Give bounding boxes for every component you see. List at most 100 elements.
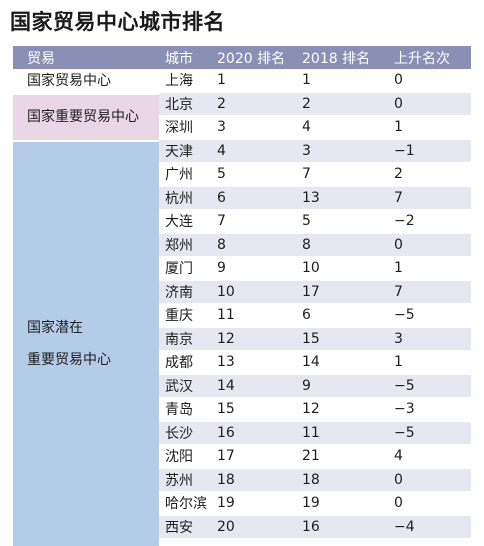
header-category: 贸易 (27, 50, 55, 67)
group-national-trade-center: 国家贸易中心 (13, 69, 159, 93)
rank-change-cell: 7 (394, 189, 403, 206)
rank-change-cell: −1 (394, 142, 415, 159)
city-cell: 武汉 (165, 378, 193, 395)
table-row: 北京 2 2 0 (159, 92, 471, 116)
category-column: 国家贸易中心 国家重要贸易中心 国家潜在 重要贸易中心 (13, 69, 159, 546)
rank-2018-cell: 2 (302, 95, 311, 112)
rank-change-cell: −4 (394, 518, 415, 535)
rank-2018-cell: 13 (302, 189, 320, 206)
rank-2020-cell: 16 (217, 424, 235, 441)
rank-change-cell: 1 (394, 119, 403, 136)
rank-2020-cell: 1 (217, 72, 226, 89)
rank-2020-cell: 19 (217, 495, 235, 512)
table-row: 大连 7 5 −2 (159, 210, 471, 234)
header-city: 城市 (165, 50, 193, 67)
city-cell: 厦门 (165, 261, 193, 278)
table-row: 成都 13 14 1 (159, 351, 471, 375)
rank-change-cell: −5 (394, 377, 415, 394)
ranking-table: 贸易 城市 2020 排名 2018 排名 上升名次 国家贸易中心 国家重要贸易… (13, 46, 471, 546)
city-cell: 上海 (165, 73, 193, 90)
rank-change-cell: 0 (394, 236, 403, 253)
rank-2018-cell: 10 (302, 260, 320, 277)
rank-2020-cell: 13 (217, 354, 235, 371)
rank-change-cell: 7 (394, 283, 403, 300)
rank-change-cell: 0 (394, 72, 403, 89)
rank-change-cell: 0 (394, 95, 403, 112)
table-row: 南京 12 15 3 (159, 327, 471, 351)
rank-2020-cell: 8 (217, 236, 226, 253)
rank-2020-cell: 12 (217, 330, 235, 347)
rank-change-cell: −2 (394, 213, 415, 230)
table-row: 青岛 15 12 −3 (159, 398, 471, 422)
table-row: 天津 4 3 −1 (159, 139, 471, 163)
rank-2020-cell: 14 (217, 377, 235, 394)
rank-2018-cell: 7 (302, 166, 311, 183)
rank-change-cell: 2 (394, 166, 403, 183)
header-rank-2020: 2020 排名 (217, 50, 286, 67)
rank-2018-cell: 11 (302, 424, 320, 441)
city-cell: 天津 (165, 143, 193, 160)
rank-2018-cell: 1 (302, 72, 311, 89)
table-row: 长沙 16 11 −5 (159, 421, 471, 445)
rank-change-cell: 1 (394, 354, 403, 371)
city-cell: 北京 (165, 96, 193, 113)
group-label-line2: 重要贸易中心 (27, 351, 111, 368)
city-cell: 哈尔滨 (165, 496, 207, 513)
table-body: 国家贸易中心 国家重要贸易中心 国家潜在 重要贸易中心 上海 1 1 0 北京 2 2 0 深圳… (13, 69, 471, 546)
rank-2018-cell: 14 (302, 354, 320, 371)
city-rows: 上海 1 1 0 北京 2 2 0 深圳 3 4 1 天津 4 3 −1 广州 5 7 2 杭州 6 13 7 大连 7 5 −2 郑州… (159, 69, 471, 546)
city-cell: 杭州 (165, 190, 193, 207)
group-label-line1: 国家潜在 (27, 319, 83, 336)
table-row: 西安 20 16 −4 (159, 515, 471, 539)
rank-2018-cell: 16 (302, 518, 320, 535)
rank-2020-cell: 11 (217, 307, 235, 324)
rank-change-cell: 4 (394, 448, 403, 465)
rank-2020-cell: 10 (217, 283, 235, 300)
table-row: 武汉 14 9 −5 (159, 374, 471, 398)
rank-2018-cell: 8 (302, 236, 311, 253)
rank-2018-cell: 9 (302, 377, 311, 394)
rank-2020-cell: 20 (217, 518, 235, 535)
city-cell: 成都 (165, 355, 193, 372)
city-cell: 青岛 (165, 402, 193, 419)
table-header: 贸易 城市 2020 排名 2018 排名 上升名次 (13, 46, 471, 69)
group-national-important-center: 国家重要贸易中心 (13, 92, 159, 140)
rank-change-cell: 0 (394, 471, 403, 488)
table-row: 沈阳 17 21 4 (159, 445, 471, 469)
rank-2020-cell: 2 (217, 95, 226, 112)
rank-2020-cell: 6 (217, 189, 226, 206)
table-row: 厦门 9 10 1 (159, 257, 471, 281)
table-row: 重庆 11 6 −5 (159, 304, 471, 328)
city-cell: 西安 (165, 519, 193, 536)
rank-2018-cell: 12 (302, 401, 320, 418)
rank-2018-cell: 17 (302, 283, 320, 300)
city-cell: 重庆 (165, 308, 193, 325)
table-row: 苏州 18 18 0 (159, 468, 471, 492)
rank-change-cell: 0 (394, 495, 403, 512)
rank-2020-cell: 17 (217, 448, 235, 465)
rank-change-cell: −5 (394, 307, 415, 324)
rank-2020-cell: 15 (217, 401, 235, 418)
city-cell: 广州 (165, 167, 193, 184)
city-cell: 郑州 (165, 237, 193, 254)
table-row: 广州 5 7 2 (159, 163, 471, 187)
table-row: 深圳 3 4 1 (159, 116, 471, 140)
rank-change-cell: −5 (394, 424, 415, 441)
header-rank-2018: 2018 排名 (302, 50, 371, 67)
rank-2018-cell: 5 (302, 213, 311, 230)
city-cell: 苏州 (165, 472, 193, 489)
city-cell: 深圳 (165, 120, 193, 137)
city-cell: 南京 (165, 331, 193, 348)
rank-2020-cell: 9 (217, 260, 226, 277)
table-row: 济南 10 17 7 (159, 280, 471, 304)
rank-2018-cell: 19 (302, 495, 320, 512)
city-cell: 长沙 (165, 425, 193, 442)
header-rank-change: 上升名次 (394, 50, 450, 67)
city-cell: 济南 (165, 284, 193, 301)
page-title: 国家贸易中心城市排名 (10, 10, 225, 34)
rank-2018-cell: 15 (302, 330, 320, 347)
rank-change-cell: 3 (394, 330, 403, 347)
rank-2020-cell: 4 (217, 142, 226, 159)
rank-2020-cell: 7 (217, 213, 226, 230)
group-label: 国家重要贸易中心 (27, 109, 139, 125)
